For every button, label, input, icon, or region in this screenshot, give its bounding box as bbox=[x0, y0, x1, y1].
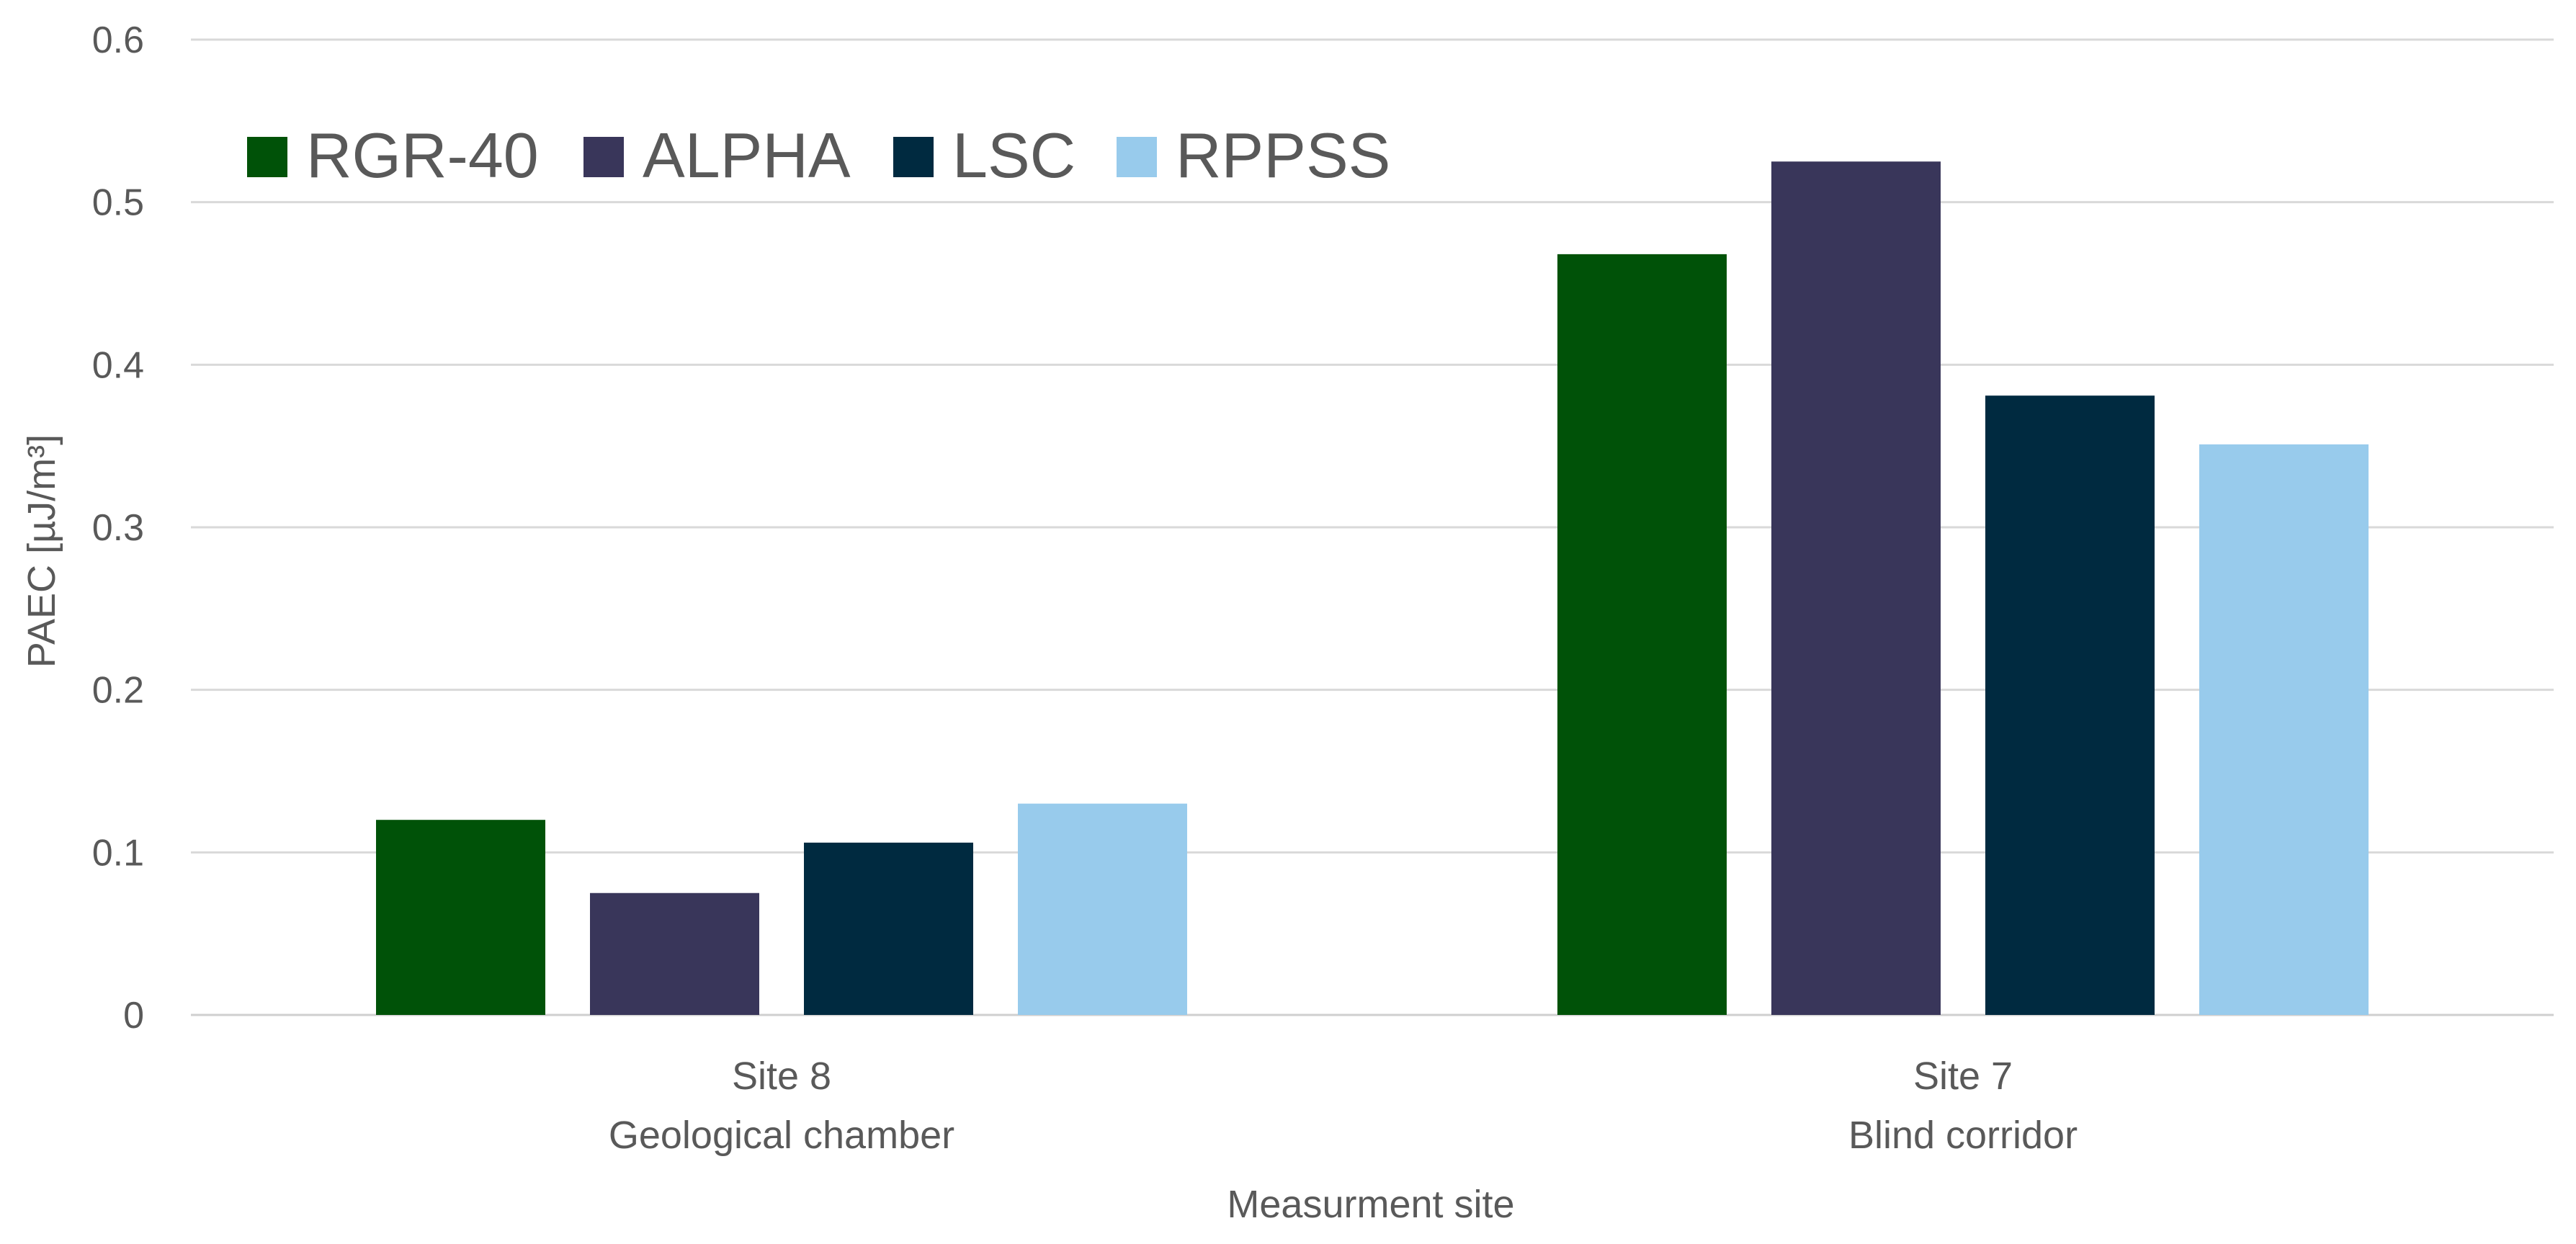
bar-lsc bbox=[804, 842, 973, 1015]
y-tick-label: 0.5 bbox=[92, 182, 144, 224]
gridlines bbox=[191, 38, 2554, 1016]
y-axis-title: PAEC [µJ/m³] bbox=[20, 434, 63, 668]
legend-label: RGR-40 bbox=[306, 120, 539, 191]
legend: RGR-40 ALPHA LSC RPPSS bbox=[247, 120, 1390, 191]
x-category-label: Site 7 bbox=[1913, 1055, 2013, 1098]
legend-label: ALPHA bbox=[643, 120, 851, 191]
x-axis-category-labels: Site 8 Geological chamber Site 7 Blind corr… bbox=[609, 1055, 2078, 1157]
x-category-sublabel: Geological chamber bbox=[609, 1114, 954, 1157]
legend-swatch-rgr-40 bbox=[247, 137, 287, 177]
legend-swatch-alpha bbox=[583, 137, 624, 177]
legend-swatch-lsc bbox=[893, 137, 934, 177]
bar-rppss bbox=[1018, 803, 1187, 1015]
y-tick-label: 0.6 bbox=[92, 19, 144, 61]
bar-rgr-40 bbox=[1557, 254, 1727, 1015]
y-tick-label: 0 bbox=[123, 995, 144, 1037]
bar-alpha bbox=[590, 892, 759, 1015]
y-tick-label: 0.3 bbox=[92, 507, 144, 549]
y-tick-label: 0.1 bbox=[92, 832, 144, 874]
x-axis-title: Measurment site bbox=[1227, 1183, 1514, 1226]
bar-rppss bbox=[2199, 444, 2369, 1015]
bar-lsc bbox=[1985, 395, 2155, 1015]
y-axis-tick-labels: 0 0.1 0.2 0.3 0.4 0.5 0.6 bbox=[92, 19, 144, 1037]
bar-rgr-40 bbox=[376, 820, 545, 1015]
legend-label: RPPSS bbox=[1176, 120, 1390, 191]
x-category-sublabel: Blind corridor bbox=[1848, 1114, 2078, 1157]
legend-label: LSC bbox=[952, 120, 1075, 191]
y-tick-label: 0.2 bbox=[92, 670, 144, 712]
bar-alpha bbox=[1771, 161, 1941, 1015]
x-category-label: Site 8 bbox=[732, 1055, 831, 1098]
legend-swatch-rppss bbox=[1117, 137, 1157, 177]
y-tick-label: 0.4 bbox=[92, 344, 144, 386]
bars bbox=[376, 161, 2369, 1015]
